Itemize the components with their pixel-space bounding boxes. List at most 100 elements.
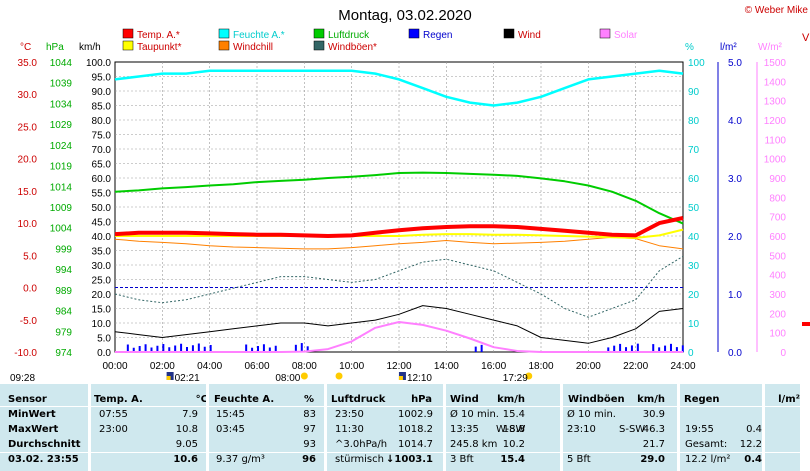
solar-tick: 600 — [769, 232, 786, 243]
humidity-tick: 50 — [688, 203, 700, 214]
pressure-tick: 974 — [55, 348, 72, 359]
press-time: ^3.0hPa/h — [335, 439, 388, 450]
moon-icon — [166, 376, 171, 380]
temp-tick: 15.0 — [18, 187, 38, 198]
series-line-luftdruck — [114, 171, 684, 225]
row-label: MinWert — [8, 409, 56, 420]
legend-swatch — [218, 28, 230, 39]
legend-swatch — [313, 28, 325, 39]
sun-moon-markers: 09:28 02:21 08:00 12:10 17:29 — [10, 372, 533, 384]
solar-tick: 1300 — [764, 97, 787, 108]
rain-bar — [274, 345, 277, 352]
solar-tick: 800 — [769, 193, 786, 204]
solar-tick: 0 — [780, 348, 786, 359]
legend-label: Luftdruck — [328, 30, 370, 41]
table-header: Feuchte A. — [214, 394, 275, 405]
row-label: 03.02. 23:55 — [8, 454, 79, 465]
legend-label: Temp. A.* — [137, 30, 180, 41]
humidity-tick: 20 — [688, 290, 700, 301]
solar-axis-header: W/m² — [758, 42, 783, 53]
rain-bar — [613, 345, 616, 352]
series-line-temp-a — [114, 216, 684, 238]
rain-time: 19:55 — [685, 424, 714, 435]
pressure-tick: 1014 — [50, 182, 73, 193]
chart-series — [114, 69, 684, 353]
hum-value: 97 — [303, 424, 316, 435]
rain-bar — [262, 344, 265, 352]
solar-tick: 1100 — [764, 135, 786, 146]
sunrise-icon — [335, 372, 343, 380]
marker-time: 12:10 — [407, 373, 432, 384]
chart-title: Montag, 03.02.2020 — [338, 7, 471, 24]
rain-bar — [186, 347, 188, 352]
rain-time: Gesamt: — [685, 439, 728, 450]
wind-tick: 80.0 — [92, 116, 112, 127]
rain-bar — [480, 344, 483, 352]
rain-tick: 5.0 — [728, 58, 742, 69]
pressure-tick: 1034 — [50, 99, 73, 110]
press-time: stürmisch — [335, 454, 384, 465]
temp-tick: 0.0 — [23, 284, 37, 295]
table-column-divider — [677, 384, 680, 471]
rain-time: 12.2 l/m² — [685, 454, 731, 465]
humidity-tick: 70 — [688, 145, 700, 156]
table-current-row-divider — [0, 452, 800, 453]
rain-bar — [251, 347, 254, 352]
wind-tick: 30.0 — [92, 261, 112, 272]
legend-label: Feuchte A.* — [233, 30, 285, 41]
table-header: Luftdruck — [331, 394, 386, 405]
wind-tick: 90.0 — [92, 87, 112, 98]
press-time: 11:30 — [335, 424, 364, 435]
rain-bar — [658, 347, 661, 352]
press-value: 1002.9 — [398, 409, 433, 420]
solar-tick: 1200 — [764, 116, 787, 127]
hum-time: 9.37 g/m³ — [216, 454, 265, 465]
table-column-divider — [762, 384, 765, 471]
wind-axis-header: km/h — [79, 42, 101, 53]
statistics-table: Sensor Temp. A. °C Feuchte A.% Luftdruck hPa W… — [0, 384, 800, 471]
press-value: 1014.7 — [398, 439, 433, 450]
pressure-tick: 1009 — [50, 203, 73, 214]
rain-bar — [306, 346, 309, 352]
pressure-tick: 1019 — [50, 162, 73, 173]
rain-bar — [162, 344, 165, 352]
solar-tick: 1000 — [764, 155, 787, 166]
table-header: km/h — [497, 394, 525, 405]
table-header: Sensor — [8, 394, 47, 405]
rain-value: 12.2 — [739, 439, 762, 450]
table-column-divider — [206, 384, 209, 471]
pressure-axis-header: hPa — [46, 42, 64, 53]
time-tick: 24:00 — [670, 361, 695, 372]
edge-axis-header: V — [802, 32, 810, 44]
rain-bar — [180, 343, 183, 352]
wind-tick: 60.0 — [92, 174, 112, 185]
temp-tick: 30.0 — [18, 90, 38, 101]
rain-axis-header: l/m² — [720, 42, 737, 53]
press-time: 23:50 — [335, 409, 364, 420]
rain-bar — [268, 347, 271, 352]
temp-tick: 20.0 — [18, 155, 38, 166]
legend-swatch — [218, 40, 230, 51]
rain-bar — [625, 347, 628, 352]
pressure-tick: 994 — [55, 265, 72, 276]
wind-tick: 55.0 — [92, 189, 112, 200]
table-header: Regen — [684, 394, 720, 405]
wind-tick: 95.0 — [92, 73, 112, 84]
rain-bar — [197, 343, 200, 352]
solar-tick: 900 — [769, 174, 786, 185]
pressure-tick: 1039 — [50, 79, 73, 90]
chart-axes: °C hPa km/h% l/m² W/m² V 35.0 30.0 25.0 20.0 15.0 1… — [14, 32, 810, 372]
legend: Temp. A.* Feuchte A.* Luftdruck Regen Wind So… — [122, 28, 638, 53]
temp-value: 7.9 — [182, 409, 198, 420]
rain-tick: 0.0 — [728, 348, 742, 359]
rain-bar — [174, 345, 177, 352]
legend-swatch — [408, 28, 420, 39]
temp-time: 07:55 — [99, 409, 128, 420]
solar-tick: 500 — [769, 251, 786, 262]
wind-tick: 35.0 — [92, 247, 112, 258]
temp-axis-header: °C — [20, 42, 31, 53]
rain-bar — [203, 346, 206, 352]
rain-bar — [245, 344, 248, 352]
table-column-divider — [443, 384, 446, 471]
solar-tick: 1500 — [764, 58, 787, 69]
